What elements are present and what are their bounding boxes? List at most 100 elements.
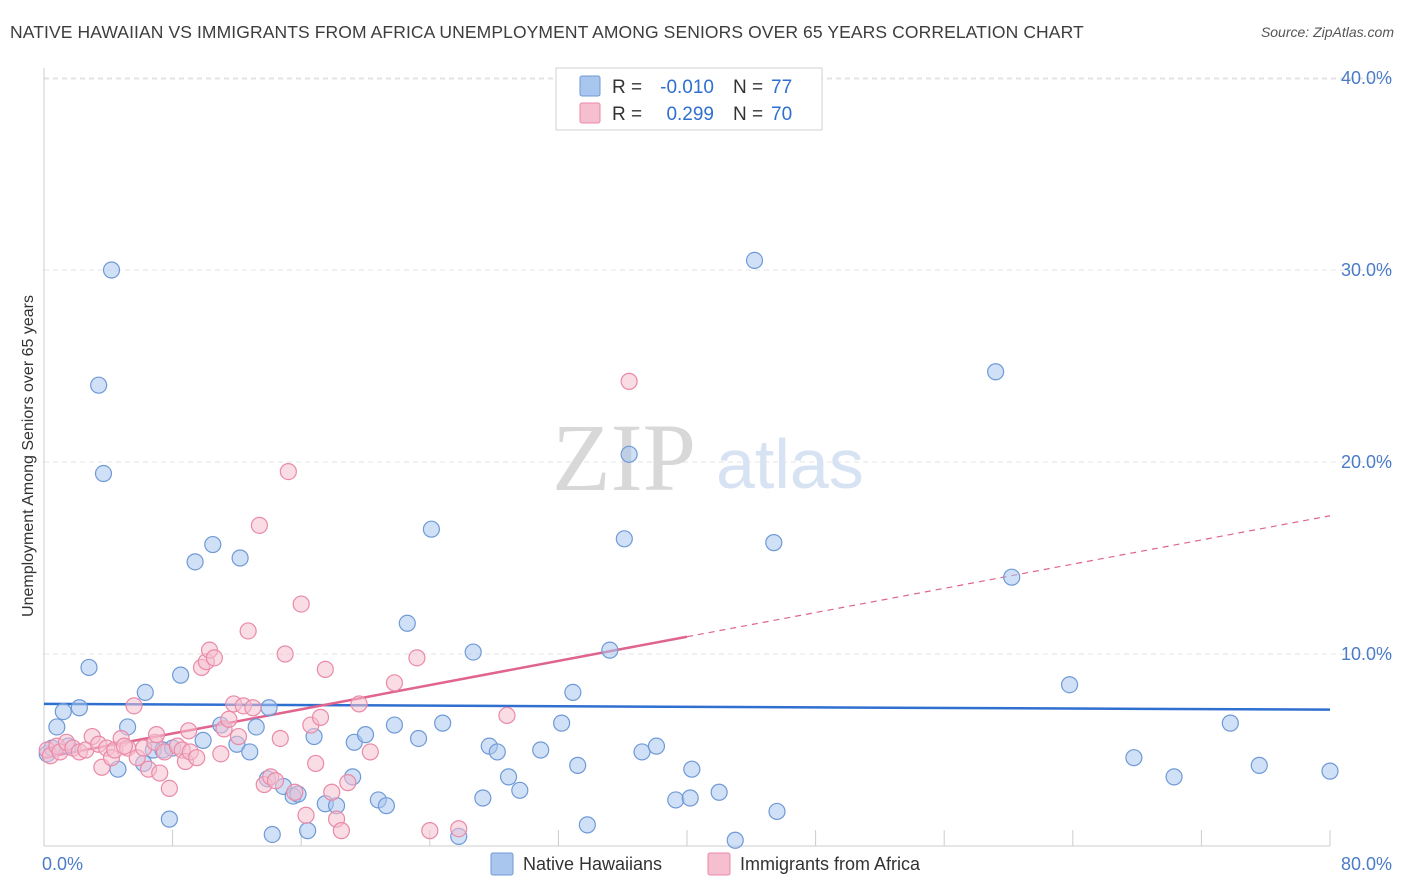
- bottom-legend-swatch-pink: [707, 852, 731, 876]
- data-point-pink: [147, 726, 166, 744]
- data-point-blue: [356, 726, 375, 744]
- data-point-blue: [263, 825, 281, 844]
- x-tick-label-max: 80.0%: [1341, 854, 1392, 874]
- legend-n-value-blue: 77: [771, 77, 792, 98]
- data-point-pink: [620, 372, 638, 390]
- data-point-blue: [647, 737, 666, 755]
- data-point-blue: [194, 731, 212, 750]
- data-point-pink: [151, 764, 169, 782]
- data-point-blue: [90, 376, 108, 394]
- data-point-blue: [204, 535, 222, 554]
- data-point-blue: [54, 702, 72, 721]
- data-point-pink: [160, 779, 178, 798]
- x-tick-label-min: 0.0%: [42, 854, 83, 874]
- data-point-pink: [332, 822, 350, 840]
- data-point-blue: [601, 641, 619, 659]
- data-point-blue: [532, 741, 550, 759]
- data-point-blue: [681, 789, 699, 807]
- data-point-pink: [188, 749, 206, 767]
- legend-n-value-pink: 70: [771, 104, 792, 125]
- y-tick-label: 30.0%: [1341, 260, 1392, 280]
- data-point-blue: [474, 789, 492, 807]
- legend-r-label-pink: R =: [612, 104, 642, 125]
- data-point-blue: [620, 445, 638, 463]
- data-point-blue: [765, 534, 783, 552]
- data-point-blue: [667, 791, 685, 809]
- data-point-pink: [271, 729, 289, 748]
- data-point-pink: [205, 649, 223, 667]
- data-point-blue: [488, 743, 506, 761]
- data-point-blue: [241, 743, 259, 761]
- data-point-blue: [94, 464, 113, 483]
- data-point-pink: [316, 660, 334, 678]
- data-point-blue: [1321, 762, 1339, 780]
- data-point-pink: [292, 595, 310, 613]
- data-point-blue: [70, 699, 88, 717]
- legend-r-value-blue: -0.010: [660, 77, 714, 98]
- data-point-pink: [229, 727, 248, 746]
- data-point-pink: [450, 820, 468, 838]
- data-point-blue: [710, 783, 728, 801]
- data-point-blue: [136, 683, 154, 702]
- data-point-blue: [160, 810, 178, 828]
- data-point-pink: [498, 706, 516, 725]
- source-label: Source: ZipAtlas.com: [1260, 24, 1394, 40]
- chart-title: NATIVE HAWAIIAN VS IMMIGRANTS FROM AFRIC…: [10, 22, 1084, 42]
- legend-swatch-blue: [579, 75, 601, 97]
- data-point-blue: [633, 743, 651, 761]
- data-point-pink: [250, 516, 269, 534]
- data-point-pink: [220, 710, 238, 728]
- data-point-blue: [511, 781, 529, 799]
- data-point-blue: [48, 718, 66, 736]
- legend-r-value-pink: 0.299: [666, 104, 714, 125]
- series-legend: Native Hawaiians Immigrants from Africa: [490, 852, 921, 876]
- data-point-blue: [499, 768, 518, 786]
- data-points: [38, 251, 1339, 849]
- data-point-blue: [1221, 714, 1239, 732]
- axes: [43, 68, 1331, 847]
- data-point-blue: [553, 714, 571, 732]
- data-point-blue: [564, 683, 582, 702]
- data-point-blue: [683, 760, 701, 778]
- legend-r-label-blue: R =: [612, 77, 642, 98]
- data-point-blue: [1125, 749, 1143, 767]
- data-point-pink: [385, 674, 404, 692]
- data-point-pink: [408, 649, 426, 667]
- data-point-pink: [212, 745, 230, 763]
- data-point-blue: [768, 802, 786, 821]
- data-point-pink: [286, 783, 304, 801]
- data-point-blue: [987, 363, 1005, 381]
- data-point-pink: [180, 722, 198, 740]
- data-point-pink: [276, 645, 294, 663]
- data-point-pink: [307, 754, 325, 773]
- y-tick-label: 20.0%: [1341, 452, 1392, 472]
- bottom-legend-label-blue: Native Hawaiians: [523, 854, 662, 874]
- legend-swatch-pink: [579, 102, 601, 124]
- data-point-blue: [409, 729, 428, 748]
- data-point-blue: [1060, 676, 1079, 694]
- data-point-blue: [398, 614, 416, 632]
- data-point-blue: [726, 831, 744, 849]
- data-point-pink: [244, 699, 262, 717]
- bottom-legend-swatch-blue: [490, 852, 514, 876]
- data-point-blue: [1003, 568, 1021, 586]
- data-point-blue: [1250, 756, 1268, 774]
- data-point-blue: [615, 530, 633, 548]
- data-point-blue: [434, 714, 452, 732]
- data-point-pink: [311, 708, 330, 726]
- data-point-blue: [1165, 768, 1183, 786]
- grid-lines: [44, 77, 1392, 655]
- data-point-blue: [247, 718, 265, 736]
- stats-legend: R = -0.010 N = 77 R = 0.299 N = 70: [555, 67, 823, 131]
- y-tick-labels: 10.0% 20.0% 30.0% 40.0%: [1341, 68, 1392, 664]
- data-point-pink: [115, 737, 133, 755]
- data-point-pink: [421, 822, 439, 840]
- data-point-blue: [186, 553, 204, 571]
- data-point-blue: [231, 549, 249, 567]
- bottom-legend-label-pink: Immigrants from Africa: [740, 854, 921, 874]
- data-point-blue: [172, 666, 190, 684]
- data-point-blue: [385, 716, 404, 734]
- data-point-blue: [260, 699, 278, 717]
- data-point-blue: [102, 261, 121, 279]
